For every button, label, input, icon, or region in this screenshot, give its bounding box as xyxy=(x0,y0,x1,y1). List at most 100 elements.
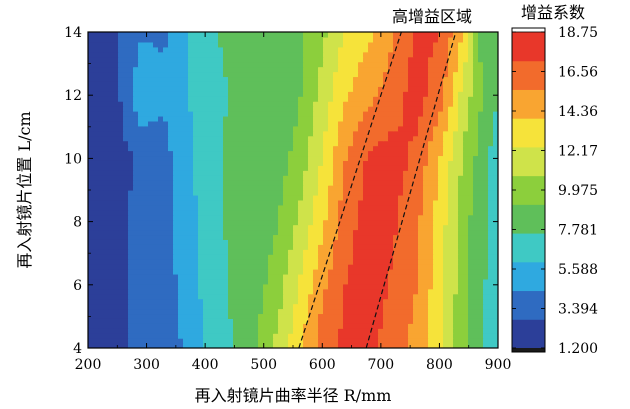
contour-cell xyxy=(463,46,469,53)
contour-cell xyxy=(303,194,309,201)
contour-cell xyxy=(348,135,354,142)
contour-cell xyxy=(473,239,479,245)
contour-cell xyxy=(193,273,199,280)
contour-cell xyxy=(93,278,99,285)
contour-cell xyxy=(163,244,169,250)
contour-cell xyxy=(108,264,114,270)
contour-cell xyxy=(283,96,289,102)
contour-cell xyxy=(263,111,269,117)
contour-cell xyxy=(373,170,379,176)
contour-cell xyxy=(273,259,279,265)
contour-cell xyxy=(473,160,479,166)
contour-cell xyxy=(373,234,379,240)
contour-cell xyxy=(133,86,139,92)
contour-cell xyxy=(378,145,384,152)
contour-cell xyxy=(303,254,309,260)
contour-cell xyxy=(458,338,464,344)
contour-cell xyxy=(213,160,219,166)
contour-cell xyxy=(168,180,174,186)
contour-cell xyxy=(443,239,449,245)
contour-cell xyxy=(458,293,464,300)
contour-cell xyxy=(93,283,99,290)
contour-cell xyxy=(278,150,284,157)
contour-cell xyxy=(408,170,414,176)
contour-cell xyxy=(208,81,214,87)
contour-cell xyxy=(423,298,429,305)
contour-cell xyxy=(433,323,439,329)
contour-cell xyxy=(323,66,329,73)
contour-cell xyxy=(268,283,274,290)
contour-cell xyxy=(123,106,129,112)
contour-cell xyxy=(288,199,294,206)
contour-cell xyxy=(338,130,344,137)
contour-cell xyxy=(208,111,214,117)
contour-cell xyxy=(188,165,194,171)
contour-cell xyxy=(318,239,324,245)
contour-cell xyxy=(353,130,359,137)
contour-cell xyxy=(433,170,439,176)
contour-cell xyxy=(463,269,469,275)
contour-cell xyxy=(278,91,284,97)
contour-cell xyxy=(413,323,419,329)
contour-cell xyxy=(208,130,214,137)
contour-cell xyxy=(103,185,109,191)
contour-cell xyxy=(378,293,384,300)
contour-cell xyxy=(183,293,189,300)
contour-cell xyxy=(253,333,259,339)
contour-cell xyxy=(353,71,359,78)
contour-cell xyxy=(318,180,324,186)
contour-cell xyxy=(343,165,349,171)
contour-cell xyxy=(128,278,134,285)
contour-cell xyxy=(493,283,498,290)
contour-cell xyxy=(138,244,144,250)
contour-cell xyxy=(98,229,104,236)
contour-cell xyxy=(323,239,329,245)
contour-cell xyxy=(383,71,389,78)
contour-cell xyxy=(293,214,299,221)
contour-cell xyxy=(228,56,234,63)
contour-cell xyxy=(433,51,439,58)
contour-cell xyxy=(158,71,164,78)
contour-cell xyxy=(358,76,364,82)
contour-cell xyxy=(253,204,259,211)
contour-cell xyxy=(413,120,419,127)
contour-cell xyxy=(258,204,264,211)
contour-cell xyxy=(153,115,159,122)
contour-cell xyxy=(128,66,134,73)
contour-cell xyxy=(428,209,434,216)
contour-cell xyxy=(138,239,144,245)
contour-cell xyxy=(273,170,279,176)
contour-cell xyxy=(173,239,179,245)
contour-cell xyxy=(388,165,394,171)
contour-cell xyxy=(123,66,129,73)
contour-cell xyxy=(363,269,369,275)
contour-cell xyxy=(473,343,479,348)
contour-cell xyxy=(288,293,294,300)
contour-cell xyxy=(328,96,334,102)
contour-cell xyxy=(313,283,319,290)
contour-cell xyxy=(468,328,474,334)
contour-cell xyxy=(398,165,404,171)
contour-cell xyxy=(428,71,434,78)
contour-cell xyxy=(303,155,309,161)
contour-cell xyxy=(178,101,184,107)
contour-cell xyxy=(413,259,419,265)
contour-cell xyxy=(133,51,139,58)
contour-cell xyxy=(358,264,364,270)
contour-cell xyxy=(358,293,364,300)
contour-cell xyxy=(188,145,194,152)
contour-cell xyxy=(443,338,449,344)
contour-cell xyxy=(478,160,484,166)
contour-cell xyxy=(113,219,119,226)
contour-cell xyxy=(423,293,429,300)
contour-cell xyxy=(138,165,144,171)
contour-cell xyxy=(143,234,149,240)
contour-cell xyxy=(468,343,474,348)
contour-cell xyxy=(143,145,149,152)
contour-cell xyxy=(248,120,254,127)
contour-cell xyxy=(393,219,399,226)
contour-cell xyxy=(483,66,489,73)
contour-cell xyxy=(168,175,174,181)
contour-cell xyxy=(118,115,124,122)
contour-cell xyxy=(213,106,219,112)
